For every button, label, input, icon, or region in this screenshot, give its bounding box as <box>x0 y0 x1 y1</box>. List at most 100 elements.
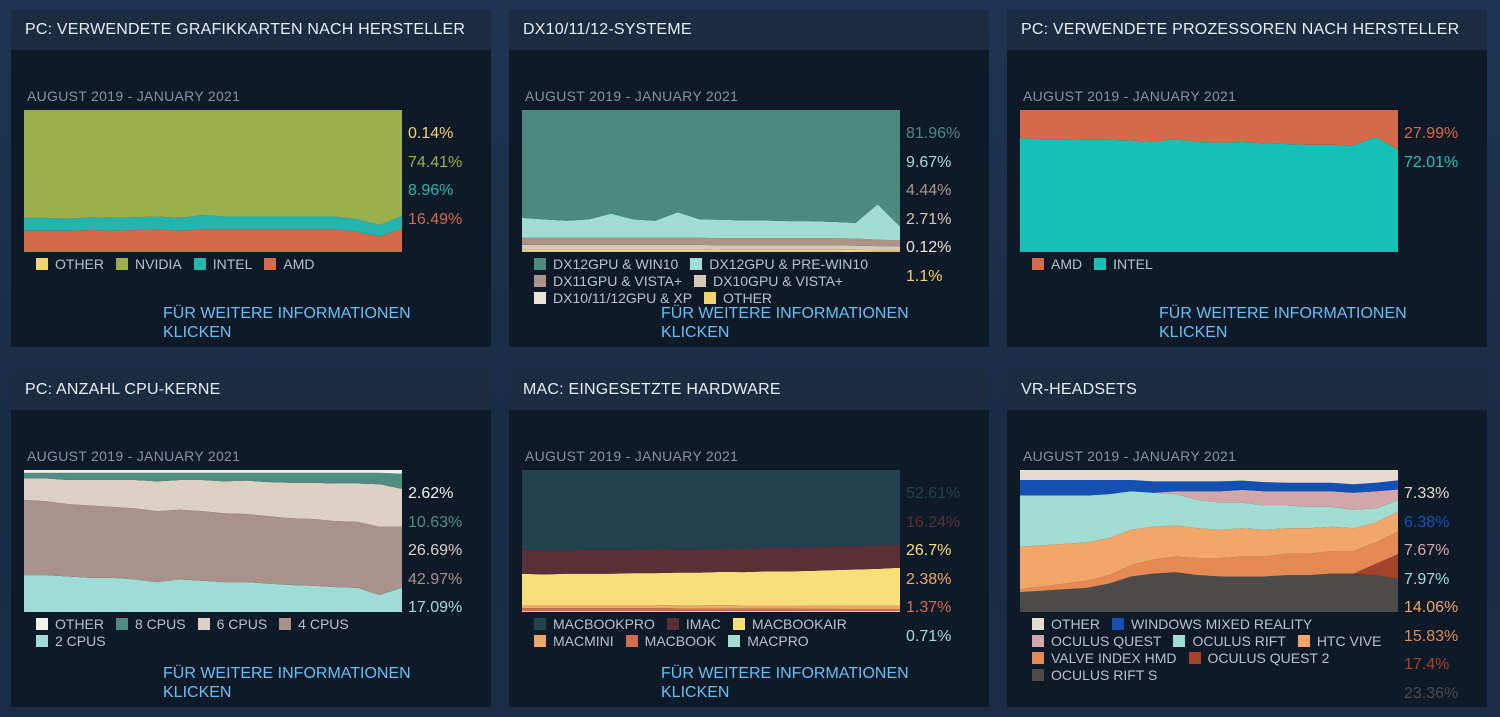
legend-item: MACBOOK <box>625 633 717 650</box>
percentage-label: 6.38% <box>1404 513 1450 531</box>
legend-label: DX10/11/12GPU & XP <box>553 290 693 306</box>
chart-legend: OTHER 8 CPUS 6 CPUS 4 CPUS 2 CPUS <box>36 616 416 650</box>
legend-swatch <box>534 258 546 270</box>
area-series-amd <box>1020 110 1398 150</box>
stacked-area-chart <box>522 470 900 612</box>
legend-item: INTEL <box>193 256 252 273</box>
area-series-valve-index-hmd <box>1020 531 1398 593</box>
chart-legend: DX12GPU & WIN10 DX12GPU & PRE-WIN10 DX11GP… <box>534 256 914 307</box>
legend-item: OCULUS RIFT S <box>1032 667 1157 684</box>
legend-label: HTC VIVE <box>1316 633 1382 649</box>
percentage-label: 16.24% <box>906 513 961 531</box>
legend-item: IMAC <box>666 616 721 633</box>
percentage-label: 0.12% <box>906 239 952 256</box>
legend-item: INTEL <box>1094 256 1153 273</box>
legend-swatch <box>534 275 546 287</box>
percentage-label: 23.36% <box>1404 684 1459 702</box>
legend-item: 4 CPUS <box>279 616 349 633</box>
panel-title: DX10/11/12-SYSTEME <box>509 10 989 50</box>
legend-item: OTHER <box>1032 616 1100 633</box>
percentage-label: 14.06% <box>1404 599 1459 616</box>
chart-panel-dx: DX10/11/12-SYSTEME AUGUST 2019 - JANUARY … <box>509 10 989 347</box>
date-range-label: AUGUST 2019 - JANUARY 2021 <box>27 88 241 104</box>
area-series-amd <box>24 228 402 252</box>
legend-swatch <box>1032 635 1044 647</box>
more-info-link[interactable]: FÜR WEITERE INFORMATIONEN KLICKEN <box>661 665 909 701</box>
legend-label: VALVE INDEX HMD <box>1051 650 1177 666</box>
legend-label: MACPRO <box>747 633 809 649</box>
chart-legend: OTHER WINDOWS MIXED REALITYOCULUS QUEST OC… <box>1032 616 1412 684</box>
area-series-intel <box>1020 136 1398 252</box>
percentage-label: 17.09% <box>408 599 463 616</box>
stacked-area-chart <box>24 470 402 612</box>
percentage-label: 1.1% <box>906 267 943 285</box>
area-series-other <box>1020 470 1398 485</box>
legend-label: 4 CPUS <box>298 616 349 632</box>
area-series-dx10gpu-vista- <box>522 244 900 251</box>
legend-swatch <box>1032 618 1044 630</box>
panel-title: VR-HEADSETS <box>1007 370 1487 410</box>
legend-swatch <box>625 635 638 647</box>
legend-swatch <box>690 258 703 270</box>
legend-swatch <box>1032 669 1044 681</box>
more-info-link[interactable]: FÜR WEITERE INFORMATIONEN KLICKEN <box>661 305 909 341</box>
percentage-label: 26.7% <box>906 542 952 559</box>
area-series-nvidia <box>24 110 402 226</box>
percentage-label: 2.38% <box>906 570 952 588</box>
chart-panel-cpu: PC: VERWENDETE PROZESSOREN NACH HERSTELL… <box>1007 10 1487 347</box>
legend-swatch <box>116 618 128 630</box>
legend-item: DX12GPU & PRE-WIN10 <box>690 256 868 273</box>
stacked-area-chart <box>24 110 402 252</box>
percentage-label: 7.97% <box>1404 570 1450 588</box>
legend-swatch <box>534 618 546 630</box>
area-series-2-cpus <box>24 575 402 612</box>
more-info-link[interactable]: FÜR WEITERE INFORMATIONEN KLICKEN <box>1159 305 1407 341</box>
area-series-intel <box>24 215 402 237</box>
area-series-oculus-rift <box>1020 491 1398 547</box>
more-info-link[interactable]: FÜR WEITERE INFORMATIONEN KLICKEN <box>163 305 411 341</box>
area-series-other <box>24 470 402 474</box>
panel-title: PC: VERWENDETE PROZESSOREN NACH HERSTELL… <box>1007 10 1487 50</box>
legend-item: OCULUS QUEST <box>1032 633 1161 650</box>
percentage-label: 17.4% <box>1404 656 1450 673</box>
percentage-label: 52.61% <box>906 485 961 502</box>
legend-item: 6 CPUS <box>197 616 267 633</box>
percentage-label: 4.44% <box>906 182 952 199</box>
area-series-macmini <box>522 605 900 610</box>
date-range-label: AUGUST 2019 - JANUARY 2021 <box>1023 448 1237 464</box>
legend-swatch <box>1032 652 1044 664</box>
date-range-label: AUGUST 2019 - JANUARY 2021 <box>27 448 241 464</box>
legend-label: MACBOOK <box>644 633 717 649</box>
area-series-dx12gpu-win10 <box>522 110 900 227</box>
percentage-label: 7.33% <box>1404 485 1450 502</box>
legend-item: AMD <box>264 256 315 273</box>
legend-label: OTHER <box>1051 616 1100 632</box>
percentage-label: 10.63% <box>408 513 463 531</box>
legend-swatch <box>534 292 546 304</box>
legend-item: OCULUS RIFT <box>1173 633 1286 650</box>
area-series-macbookair <box>522 567 900 606</box>
legend-label: OTHER <box>55 256 104 272</box>
legend-label: DX11GPU & VISTA+ <box>553 273 683 289</box>
legend-item: MACBOOKAIR <box>732 616 847 633</box>
chart-legend: AMD INTEL <box>1032 256 1412 273</box>
legend-item: OTHER <box>36 616 104 633</box>
legend-label: NVIDIA <box>135 256 182 272</box>
area-series-htc-vive <box>1020 511 1398 590</box>
legend-swatch <box>1297 635 1310 647</box>
legend-label: 8 CPUS <box>135 616 186 632</box>
panel-title: PC: ANZAHL CPU-KERNE <box>11 370 491 410</box>
area-series-imac <box>522 544 900 575</box>
percentage-label: 27.99% <box>1404 125 1459 142</box>
legend-label: OCULUS RIFT S <box>1051 667 1158 683</box>
legend-label: OCULUS RIFT <box>1192 633 1286 649</box>
area-series-8-cpus <box>24 472 402 489</box>
percentage-label: 1.37% <box>906 599 952 616</box>
area-series-macbook <box>522 608 900 612</box>
legend-swatch <box>197 618 210 630</box>
more-info-link[interactable]: FÜR WEITERE INFORMATIONEN KLICKEN <box>163 665 411 701</box>
legend-item: DX12GPU & WIN10 <box>534 256 678 273</box>
area-series-dx10-11-12gpu-xp <box>522 251 900 252</box>
panel-title: PC: VERWENDETE GRAFIKKARTEN NACH HERSTEL… <box>11 10 491 50</box>
legend-swatch <box>694 275 707 287</box>
